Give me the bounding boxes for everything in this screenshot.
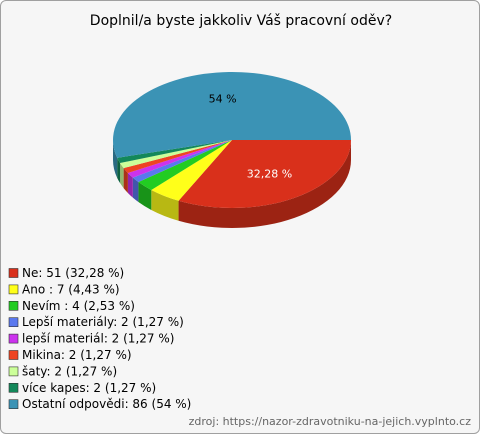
legend-swatch <box>8 317 19 328</box>
slice-side <box>127 172 133 198</box>
slice <box>120 140 232 169</box>
slice-side <box>178 140 351 228</box>
legend-label: Ano : 7 (4,43 %) <box>22 282 120 296</box>
slice-side <box>123 168 128 193</box>
slice <box>151 140 232 201</box>
legend-swatch <box>8 350 19 360</box>
chart-title: Doplnil/a byste jakkoliv Váš pracovní od… <box>90 13 392 29</box>
data-label: 54 % <box>209 93 237 106</box>
legend-label: Nevím : 4 (2,53 %) <box>22 299 135 313</box>
legend-label: více kapes: 2 (1,27 %) <box>22 381 156 395</box>
legend-label: šaty: 2 (1,27 %) <box>22 364 117 378</box>
legend-label: Ostatní odpovědi: 86 (54 %) <box>22 397 191 411</box>
slice <box>117 140 232 164</box>
slice-side <box>120 163 124 189</box>
slice <box>138 140 232 190</box>
legend-swatch <box>8 399 19 410</box>
slice <box>132 140 232 183</box>
source: zdroj: https://nazor-zdravotniku-na-jeji… <box>189 415 472 428</box>
slice <box>178 140 351 209</box>
data-label: 32,28 % <box>247 168 292 181</box>
slice-side <box>151 189 179 221</box>
legend-swatch <box>8 333 19 344</box>
legend-label: Ne: 51 (32,28 %) <box>22 266 124 280</box>
legend-label: Lepší materiály: 2 (1,27 %) <box>22 315 184 329</box>
legend-swatch <box>8 382 19 393</box>
legend-swatch <box>8 300 19 311</box>
legend-label: lepší materiál: 2 (1,27 %) <box>22 332 174 346</box>
slice-side <box>117 157 121 184</box>
legend-swatch <box>8 284 19 295</box>
slice-side <box>113 140 118 178</box>
slice-side <box>132 177 139 203</box>
legend-swatch <box>8 366 19 377</box>
slice <box>113 72 352 158</box>
slice <box>123 140 232 173</box>
legend-label: Mikina: 2 (1,27 %) <box>22 348 132 362</box>
slice <box>127 140 232 178</box>
slice-side <box>138 182 152 210</box>
legend-swatch <box>8 268 19 278</box>
